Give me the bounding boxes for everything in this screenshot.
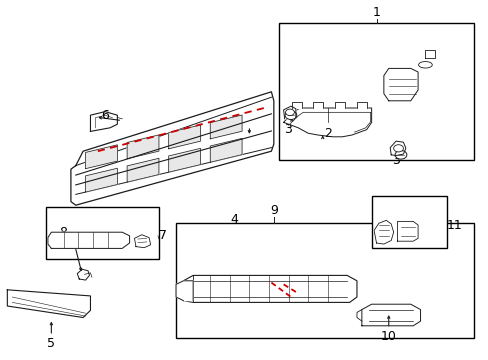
Polygon shape xyxy=(71,92,273,205)
Polygon shape xyxy=(168,125,200,149)
Bar xyxy=(371,196,447,248)
Ellipse shape xyxy=(418,62,431,68)
Polygon shape xyxy=(134,235,150,248)
Circle shape xyxy=(285,111,296,120)
Text: 5: 5 xyxy=(47,337,55,350)
Text: 8: 8 xyxy=(60,226,67,239)
Polygon shape xyxy=(292,102,302,108)
Text: 4: 4 xyxy=(230,213,238,226)
Circle shape xyxy=(393,145,403,152)
Bar xyxy=(278,23,473,160)
Polygon shape xyxy=(7,290,90,318)
Text: 3: 3 xyxy=(284,123,292,136)
Text: 6: 6 xyxy=(101,109,109,122)
Text: 2: 2 xyxy=(323,127,331,140)
Polygon shape xyxy=(312,102,322,108)
Text: 1: 1 xyxy=(372,6,380,19)
Bar xyxy=(46,207,159,259)
Polygon shape xyxy=(389,141,405,156)
Polygon shape xyxy=(127,135,159,159)
Polygon shape xyxy=(383,68,417,101)
Polygon shape xyxy=(176,281,193,301)
Polygon shape xyxy=(85,145,117,168)
Polygon shape xyxy=(361,304,420,326)
Text: 10: 10 xyxy=(380,330,396,343)
Text: 3: 3 xyxy=(391,154,399,167)
Bar xyxy=(176,223,473,338)
Polygon shape xyxy=(85,168,117,192)
Polygon shape xyxy=(334,102,344,108)
Polygon shape xyxy=(210,115,242,139)
Polygon shape xyxy=(183,275,356,302)
Polygon shape xyxy=(127,158,159,182)
Polygon shape xyxy=(373,220,393,244)
Polygon shape xyxy=(210,139,242,162)
Polygon shape xyxy=(283,108,371,137)
Polygon shape xyxy=(168,148,200,172)
Text: 11: 11 xyxy=(446,219,462,231)
Polygon shape xyxy=(356,102,366,108)
Polygon shape xyxy=(397,221,417,241)
Polygon shape xyxy=(90,112,117,131)
Polygon shape xyxy=(77,269,89,280)
Circle shape xyxy=(394,150,406,159)
Polygon shape xyxy=(283,106,295,119)
Text: 7: 7 xyxy=(159,229,166,242)
Polygon shape xyxy=(48,232,129,248)
Circle shape xyxy=(285,109,294,116)
Text: 9: 9 xyxy=(269,204,277,217)
